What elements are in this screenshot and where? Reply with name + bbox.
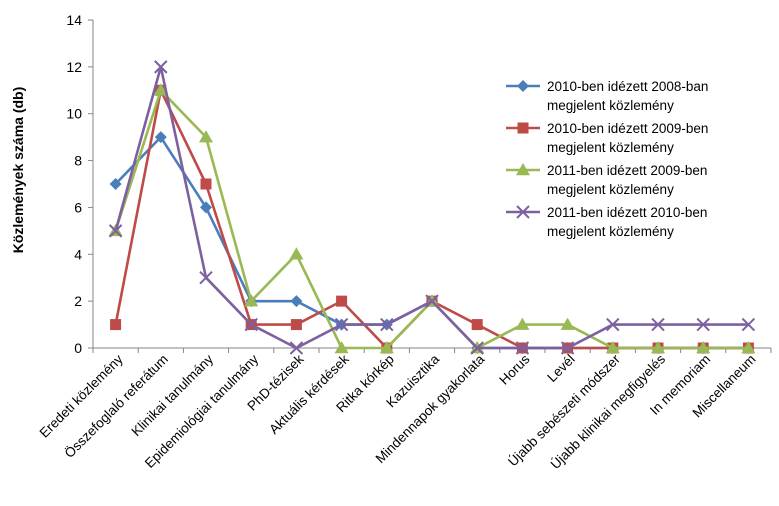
point-marker [200, 178, 212, 190]
point-marker [109, 178, 122, 190]
point-marker [289, 341, 304, 355]
point-marker [515, 341, 530, 355]
series-4 [108, 60, 756, 355]
point-marker [108, 224, 123, 238]
point-marker [560, 341, 575, 355]
point-marker [379, 341, 394, 354]
point-marker [200, 201, 212, 214]
point-marker [154, 60, 168, 74]
point-marker [290, 319, 302, 331]
point-marker [199, 130, 213, 143]
x-category-label: Aktuális kérdések [266, 351, 352, 437]
point-marker [516, 163, 530, 176]
point-marker [517, 80, 529, 92]
point-marker [334, 317, 349, 332]
point-marker [696, 341, 711, 354]
y-tick-label: 8 [74, 153, 82, 169]
point-marker [244, 294, 259, 307]
legend-label: megjelent közlemény [547, 224, 674, 239]
series-layer [108, 60, 756, 355]
point-marker [560, 317, 575, 330]
y-tick-label: 2 [74, 293, 82, 309]
x-category-label: Eredeti közlemény [37, 351, 126, 440]
x-category-label: Levél [544, 352, 577, 385]
y-tick-label: 14 [66, 12, 82, 28]
legend-label: 2010-ben idézett 2009-ben [547, 121, 708, 136]
legend-item: 2010-ben idézett 2008-ban megjelent közle… [506, 79, 708, 113]
point-marker [651, 317, 665, 332]
point-marker [741, 317, 756, 332]
point-marker [425, 294, 439, 308]
point-marker [515, 317, 530, 330]
point-marker [651, 341, 665, 354]
legend-item: 2011-ben idézett 2010-ben megjelent közle… [506, 205, 707, 239]
legend-item: 2011-ben idézett 2009-ben megjelent közle… [506, 163, 707, 197]
legend-label: 2010-ben idézett 2008-ban [547, 79, 708, 94]
point-marker [380, 317, 394, 332]
y-tick-label: 12 [66, 59, 82, 75]
legend: 2010-ben idézett 2008-ban megjelent közle… [499, 71, 771, 248]
point-marker [470, 341, 484, 355]
point-marker [154, 131, 167, 144]
y-tick-label: 10 [66, 106, 82, 122]
point-marker [741, 341, 756, 354]
y-tick-label: 6 [74, 199, 82, 215]
point-marker [289, 247, 304, 260]
point-marker [471, 319, 483, 331]
point-marker [336, 295, 348, 307]
point-marker [153, 83, 168, 96]
legend-label: megjelent közlemény [547, 182, 674, 197]
point-marker [606, 317, 620, 332]
y-tick-label: 4 [74, 246, 82, 262]
point-marker [334, 341, 349, 354]
point-marker [516, 205, 530, 219]
point-marker [110, 319, 122, 331]
legend-box [499, 71, 771, 248]
legend-label: megjelent közlemény [547, 140, 674, 155]
point-marker [199, 271, 213, 285]
legend-item: 2010-ben idézett 2009-ben megjelent közle… [506, 121, 708, 155]
point-marker [696, 317, 710, 332]
x-category-label: Klinikai tanulmány [129, 351, 217, 439]
y-tick-label: 0 [74, 340, 82, 356]
point-marker [290, 295, 303, 308]
point-marker [517, 122, 529, 134]
legend-label: 2011-ben idézett 2010-ben [547, 205, 707, 220]
y-axis-label: Közlemények száma (db) [10, 87, 26, 254]
point-marker [605, 341, 620, 354]
legend-label: megjelent közlemény [547, 98, 674, 113]
x-category-label: Horus [496, 351, 532, 387]
point-marker [244, 317, 258, 332]
legend-label: 2011-ben idézett 2009-ben [547, 163, 707, 178]
